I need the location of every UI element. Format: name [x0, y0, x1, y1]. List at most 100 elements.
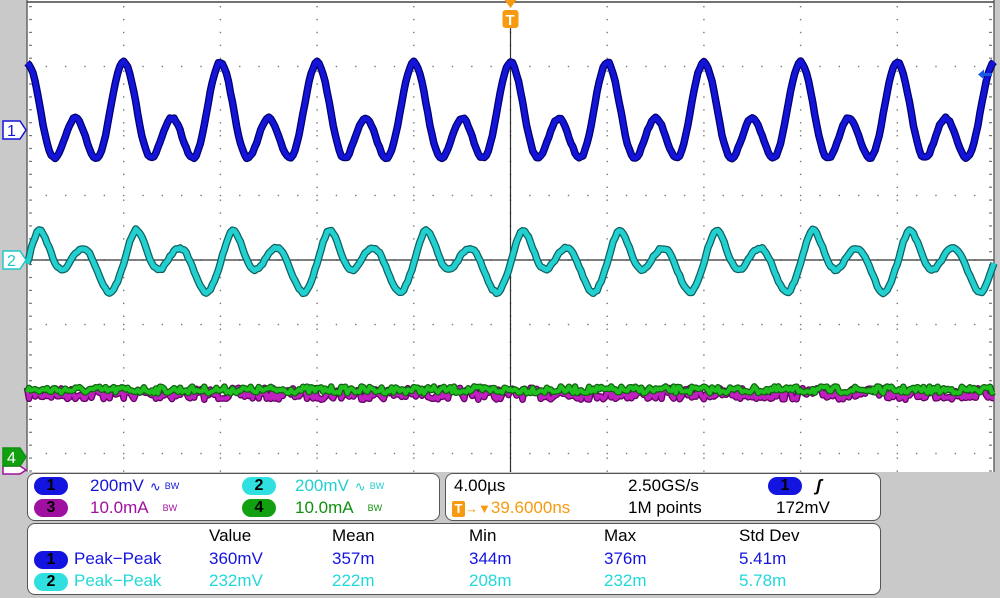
- grid-dot: [857, 452, 860, 455]
- grid-dot: [64, 323, 67, 326]
- grid-dot: [316, 199, 318, 201]
- grid-dot: [219, 135, 222, 137]
- grid-dot: [219, 83, 222, 85]
- grid-dot: [896, 367, 898, 369]
- grid-dot: [799, 225, 802, 227]
- bandwidth-limit-icon: BW: [164, 481, 180, 491]
- edge-tick: [29, 238, 32, 240]
- grid-dot: [529, 323, 531, 326]
- grid-dot: [161, 452, 164, 455]
- grid-dot: [606, 173, 608, 176]
- channel-1-scale[interactable]: 200mV ∿ BW: [90, 476, 179, 497]
- grid-dot: [123, 31, 125, 34]
- grid-dot: [780, 65, 782, 68]
- grid-dot: [258, 65, 260, 68]
- grid-dot: [703, 18, 705, 21]
- grid-dot: [954, 452, 957, 455]
- edge-tick: [989, 173, 992, 175]
- edge-tick: [29, 405, 32, 408]
- horizontal-scale[interactable]: 4.00µs: [454, 476, 506, 495]
- grid-dot: [799, 444, 802, 446]
- edge-tick: [29, 457, 32, 459]
- grid-dot: [703, 194, 705, 197]
- grid-dot: [413, 147, 415, 150]
- grid-dot: [606, 405, 608, 408]
- header-max: Max: [604, 526, 637, 545]
- grid-dot: [703, 147, 705, 150]
- grid-dot: [219, 18, 222, 21]
- grid-dot: [606, 199, 608, 201]
- grid-dot: [316, 6, 318, 8]
- edge-tick: [989, 405, 992, 408]
- edge-tick: [29, 367, 32, 369]
- edge-tick: [989, 83, 992, 85]
- channel-3-ground-marker: [2, 465, 28, 475]
- channel-1-badge[interactable]: 1: [34, 477, 68, 495]
- edge-tick: [29, 380, 32, 382]
- grid-dot: [799, 431, 802, 434]
- grid-dot: [896, 315, 898, 317]
- grid-dot: [703, 341, 705, 343]
- grid-dot: [838, 65, 840, 68]
- channel-2-badge[interactable]: 2: [242, 477, 276, 495]
- measurement-std-dev: 5.78m: [739, 571, 787, 590]
- grid-dot: [896, 109, 898, 111]
- edge-tick: [989, 418, 992, 420]
- grid-dot: [413, 18, 415, 21]
- channel-1-ground-marker-label: 1: [7, 123, 16, 140]
- rising-edge-icon[interactable]: ʃ: [816, 476, 822, 495]
- grid-dot: [316, 238, 318, 240]
- grid-dot: [219, 470, 222, 472]
- grid-dot: [413, 194, 415, 197]
- edge-tick: [29, 199, 32, 201]
- measurement-row-1[interactable]: 1 Peak−Peak 360mV 357m 344m 376m 5.41m: [28, 549, 878, 571]
- channel-1-badge: 1: [34, 551, 68, 569]
- edge-tick: [989, 354, 992, 356]
- channel-3-scale-value: 10.0mA: [90, 498, 149, 517]
- measurement-row-2[interactable]: 2 Peak−Peak 232mV 222m 208m 232m 5.78m: [28, 571, 878, 593]
- edge-tick: [989, 251, 992, 253]
- grid-dot: [355, 65, 357, 68]
- grid-dot: [896, 70, 898, 72]
- grid-dot: [625, 452, 628, 455]
- edge-tick: [989, 315, 992, 317]
- grid-dot: [355, 323, 357, 326]
- channel-3-badge[interactable]: 3: [34, 499, 68, 517]
- channel-2-scale[interactable]: 200mV ∿ BW: [295, 476, 384, 497]
- grid-dot: [896, 457, 898, 459]
- grid-dot: [123, 96, 125, 98]
- grid-dot: [451, 452, 454, 455]
- grid-dot: [799, 470, 802, 472]
- grid-dot: [896, 83, 898, 85]
- grid-dot: [316, 276, 318, 279]
- grid-dot: [219, 238, 222, 240]
- grid-dot: [703, 173, 705, 176]
- grid-dot: [683, 65, 686, 68]
- edge-tick: [989, 44, 992, 46]
- channel-3-scale[interactable]: 10.0mA BW: [90, 498, 177, 518]
- grid-dot: [471, 65, 473, 68]
- grid-dot: [219, 31, 222, 34]
- grid-dot: [316, 18, 318, 21]
- grid-dot: [64, 194, 67, 197]
- grid-dot: [761, 65, 763, 68]
- channel-settings-panel: 1 200mV ∿ BW 2 200mV ∿ BW 3 10.0mA BW 4 10.0m…: [27, 473, 440, 521]
- grid-dot: [413, 302, 415, 305]
- grid-dot: [915, 194, 918, 197]
- channel-4-scale[interactable]: 10.0mA BW: [295, 498, 382, 518]
- trigger-source-badge[interactable]: 1: [768, 477, 802, 495]
- trigger-level[interactable]: 172mV: [776, 498, 830, 517]
- grid-dot: [123, 470, 125, 472]
- grid-dot: [219, 354, 222, 356]
- grid-dot: [857, 65, 860, 68]
- grid-dot: [606, 96, 608, 98]
- grid-dot: [780, 323, 782, 326]
- channel-4-badge[interactable]: 4: [242, 499, 276, 517]
- grid-dot: [451, 323, 454, 326]
- grid-dot: [587, 323, 589, 326]
- grid-dot: [413, 444, 415, 446]
- trigger-delay[interactable]: T →▼39.6000ns: [452, 498, 570, 519]
- grid-dot: [316, 173, 318, 176]
- grid-dot: [799, 160, 802, 163]
